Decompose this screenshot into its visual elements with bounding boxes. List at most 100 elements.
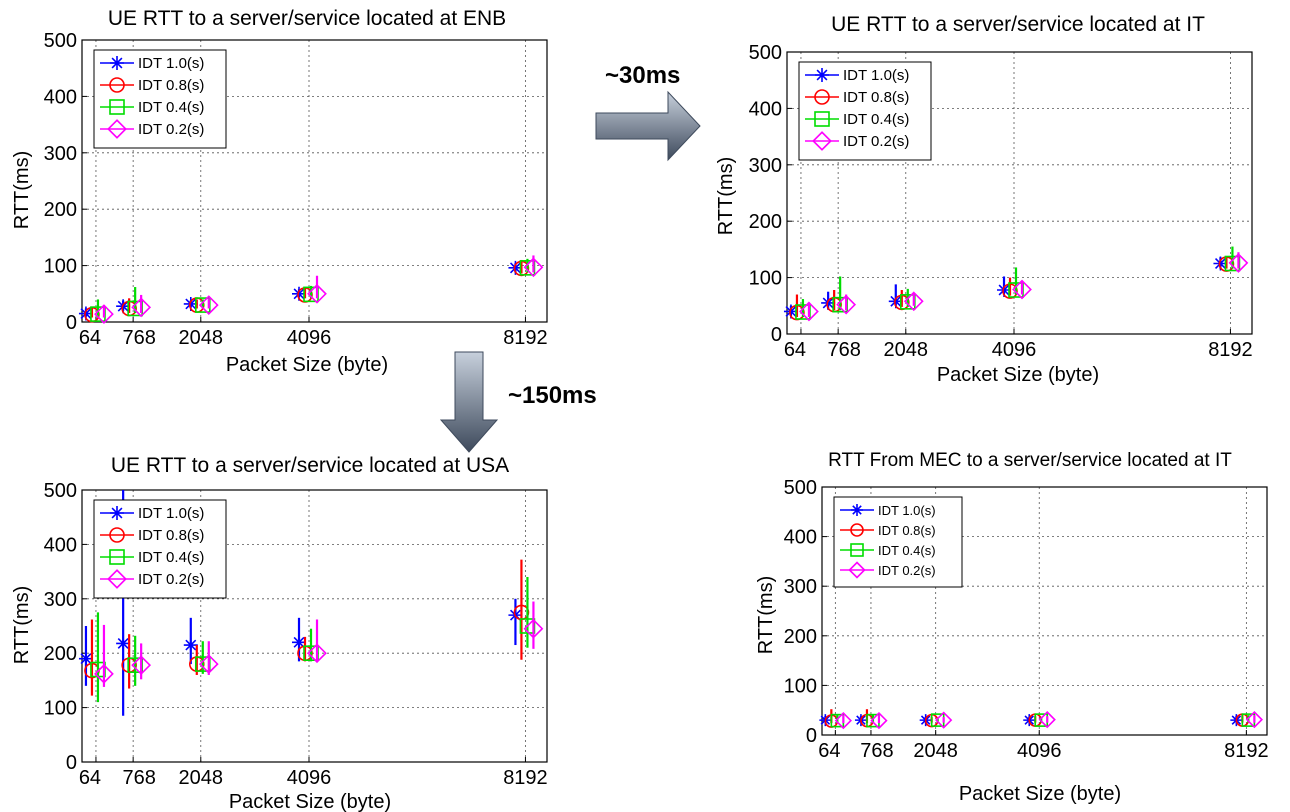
- data-point: [183, 638, 198, 653]
- plot-area: 64 768 2048 4096 8192 0 100 200 300 400 500 IDT 1.0…: [44, 30, 548, 349]
- down-arrow-shape: [439, 351, 499, 453]
- data-point: [198, 295, 219, 315]
- data-point: [94, 304, 114, 324]
- y-tick-label: 200: [749, 211, 782, 233]
- y-tick-label: 500: [749, 42, 782, 64]
- x-tick-label: 64: [818, 740, 840, 762]
- y-tick-label: 500: [44, 30, 77, 52]
- legend-label: IDT 1.0(s): [138, 55, 204, 72]
- data-point: [523, 257, 544, 278]
- x-tick-label: 64: [79, 327, 101, 349]
- y-axis-label: RTT(ms): [11, 586, 33, 665]
- chart-title: RTT From MEC to a server/service located…: [828, 450, 1232, 471]
- legend-label: IDT 0.8(s): [878, 523, 936, 538]
- y-tick-label: 0: [771, 324, 782, 346]
- x-axis-label: Packet Size (byte): [229, 791, 391, 812]
- legend-marker: [109, 549, 125, 565]
- legend-label: IDT 0.4(s): [878, 543, 936, 558]
- data-point: [523, 618, 544, 639]
- y-tick-label: 400: [44, 534, 77, 556]
- legend-marker: [850, 543, 864, 557]
- data-point: [1228, 253, 1249, 273]
- legend-marker: [814, 111, 830, 127]
- plot-frame: [81, 489, 548, 763]
- x-tick-label: 2048: [179, 767, 224, 789]
- legend-marker: [110, 56, 124, 70]
- legend-label: IDT 0.2(s): [878, 563, 936, 578]
- y-axis-label: RTT(ms): [715, 157, 737, 236]
- arrow-down-annotation: ~150ms: [439, 351, 597, 453]
- chart-panel-enb: UE RTT to a server/service located at EN…: [11, 7, 548, 376]
- y-tick-label: 300: [784, 576, 817, 598]
- data-point: [935, 711, 953, 729]
- legend-label: IDT 0.4(s): [843, 111, 909, 128]
- legend-marker: [814, 89, 830, 105]
- x-tick-label: 768: [860, 740, 893, 762]
- y-tick-label: 400: [784, 527, 817, 549]
- y-tick-label: 0: [66, 752, 77, 774]
- data-point: [198, 654, 219, 674]
- x-tick-label: 8192: [1208, 339, 1253, 361]
- legend-label: IDT 0.4(s): [138, 549, 204, 566]
- data-point: [94, 663, 114, 684]
- data-point: [888, 294, 903, 309]
- chart-title: UE RTT to a server/service located at IT: [831, 13, 1205, 36]
- data-point: [903, 291, 924, 312]
- data-point: [183, 296, 198, 311]
- data-point: [307, 283, 327, 304]
- data-point: [508, 260, 523, 275]
- y-tick-label: 500: [44, 480, 77, 502]
- data-point: [834, 711, 852, 730]
- data-point: [307, 643, 327, 664]
- legend-marker: [851, 504, 863, 516]
- x-tick-label: 8192: [1224, 740, 1269, 762]
- legend-label: IDT 0.8(s): [138, 77, 204, 94]
- data-point: [836, 294, 857, 315]
- x-tick-label: 768: [827, 339, 860, 361]
- y-tick-label: 400: [749, 98, 782, 120]
- arrow-right-annotation: ~30ms: [595, 62, 701, 162]
- legend-marker: [107, 569, 127, 589]
- legend-box: [93, 49, 227, 149]
- legend-marker: [110, 506, 124, 520]
- legend-marker: [109, 77, 125, 93]
- data-point: [131, 655, 152, 676]
- y-tick-label: 100: [44, 698, 77, 720]
- data-point: [1213, 256, 1228, 271]
- x-tick-label: 64: [79, 767, 101, 789]
- legend-label: IDT 1.0(s): [138, 505, 204, 522]
- plot-area: 64 768 2048 4096 8192 0 100 200 300 400 500 IDT 1.0…: [784, 477, 1269, 762]
- plot-frame: [821, 486, 1268, 736]
- y-tick-label: 0: [806, 725, 817, 747]
- data-point: [78, 306, 93, 321]
- down-arrow-label: ~150ms: [508, 382, 597, 409]
- data-point: [292, 635, 307, 650]
- chart-title: UE RTT to a server/service located at US…: [111, 454, 509, 477]
- data-point: [1012, 279, 1032, 300]
- legend-label: IDT 0.8(s): [138, 527, 204, 544]
- data-point: [799, 301, 819, 322]
- plot-area: 64 768 2048 4096 8192 0 100 200 300 400 500 IDT 1.0…: [749, 42, 1253, 361]
- x-tick-label: 2048: [179, 327, 224, 349]
- legend-marker: [109, 527, 125, 543]
- plot-frame: [786, 51, 1253, 335]
- chart-title: UE RTT to a server/service located at EN…: [108, 7, 506, 30]
- plot-area: 64 768 2048 4096 8192 0 100 200 300 400 500 IDT 1.0…: [44, 480, 548, 789]
- legend-box: [833, 496, 963, 588]
- legend-marker: [815, 68, 829, 82]
- x-tick-label: 2048: [913, 740, 958, 762]
- x-tick-label: 8192: [503, 767, 548, 789]
- legend-label: IDT 0.2(s): [843, 133, 909, 150]
- legend-label: IDT 1.0(s): [843, 67, 909, 84]
- legend-box: [93, 499, 227, 599]
- y-tick-label: 200: [784, 626, 817, 648]
- x-tick-label: 2048: [884, 339, 929, 361]
- plot-frame: [81, 39, 548, 323]
- y-axis-label: RTT(ms): [755, 576, 777, 655]
- legend-label: IDT 1.0(s): [878, 503, 936, 518]
- y-tick-label: 300: [44, 589, 77, 611]
- data-point: [1038, 710, 1056, 729]
- chart-panel-mec: RTT From MEC to a server/service located…: [755, 450, 1269, 805]
- legend-label: IDT 0.8(s): [843, 89, 909, 106]
